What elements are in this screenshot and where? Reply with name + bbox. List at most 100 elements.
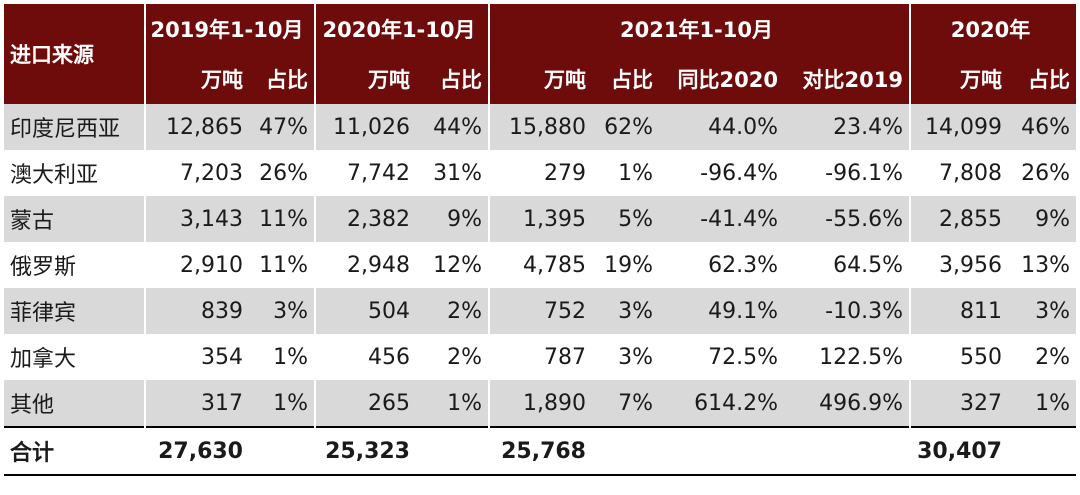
header-unit-tons: 万吨 [315,54,416,104]
row-name: 菲律宾 [4,288,146,334]
cell-share: 13% [1021,252,1071,278]
cell-vs2019: 122.5% [784,334,911,380]
table-row: 俄罗斯 2,910 11% 2,948 12% 4,785 19% 62.3% … [4,242,1076,288]
cell-vs2019: 64.5% [784,242,911,288]
cell-share: 26% [249,150,316,196]
cell-value: 550 [960,344,1002,370]
table-row: 菲律宾 839 3% 504 2% 752 3% 49.1% -10.3% 81… [4,288,1077,334]
cell-value: 15,880 [489,104,592,150]
cell-share: 5% [592,196,659,242]
header-unit-tons: 万吨 [910,54,1008,104]
total-2020-full: 30,407 [910,426,1008,476]
cell-value: 456 [368,344,410,370]
cell-vs2019: -10.3% [784,288,911,334]
header-unit-yoy: 同比2020 [659,54,784,104]
cell-value: 327 [910,380,1008,427]
row-name: 蒙古 [4,196,146,242]
cell-yoy: 72.5% [708,344,778,370]
header-group-2020: 2020年1-10月 [315,4,490,54]
cell-value: 811 [910,288,1008,334]
total-empty [659,426,784,476]
cell-vs2019: 23.4% [784,104,911,150]
header-unit-share: 占比 [592,54,659,104]
cell-value: 317 [145,380,249,427]
cell-value: 12,865 [145,104,249,150]
cell-share: 47% [249,104,316,150]
cell-yoy: -96.4% [700,160,778,186]
table-row: 蒙古 3,143 11% 2,382 9% 1,395 5% -41.4% -5… [4,196,1077,242]
header-source: 进口来源 [4,4,146,104]
cell-value: 1,395 [489,196,592,242]
cell-share: 1% [249,380,316,427]
cell-share: 31% [416,150,490,196]
header-unit-tons: 万吨 [145,54,249,104]
total-empty [249,426,315,476]
cell-vs2019: -96.1% [784,150,911,196]
cell-share: 26% [1021,160,1071,186]
cell-share: 9% [416,196,490,242]
header-group-2021: 2021年1-10月 [489,4,911,54]
row-name: 俄罗斯 [4,242,146,288]
cell-vs2019: 496.9% [784,380,911,427]
total-empty [784,426,910,476]
table-row: 印度尼西亚 12,865 47% 11,026 44% 15,880 62% 4… [4,104,1077,150]
cell-value: 2,910 [180,252,243,278]
cell-value: 265 [315,380,416,427]
header-unit-share: 占比 [416,54,490,104]
cell-value: 3,956 [939,252,1002,278]
cell-share: 12% [416,242,490,288]
cell-share: 44% [416,104,490,150]
cell-value: 279 [544,160,586,186]
cell-yoy: 614.2% [659,380,784,427]
table-row: 澳大利亚 7,203 26% 7,742 31% 279 1% -96.4% -… [4,150,1076,196]
cell-share: 1% [618,160,653,186]
header-unit-share: 占比 [249,54,316,104]
cell-share: 7% [592,380,659,427]
header-unit-share: 占比 [1008,54,1077,104]
total-empty [1008,426,1077,476]
total-row: 合计 27,630 25,323 25,768 30,407 [4,426,1077,476]
total-empty [416,426,489,476]
cell-value: 504 [315,288,416,334]
row-name: 澳大利亚 [4,150,146,196]
cell-value: 787 [544,344,586,370]
cell-value: 3,143 [145,196,249,242]
cell-yoy: 62.3% [708,252,778,278]
total-2020: 25,323 [315,426,416,476]
header-unit-vs2019: 对比2019 [784,54,911,104]
cell-share: 9% [1008,196,1077,242]
cell-value: 4,785 [523,252,586,278]
row-name: 其他 [4,380,146,427]
cell-share: 3% [592,288,659,334]
cell-value: 14,099 [910,104,1008,150]
cell-share: 3% [249,288,316,334]
cell-share: 11% [249,196,316,242]
row-name: 加拿大 [4,334,146,380]
coal-import-table: 进口来源 2019年1-10月 2020年1-10月 2021年1-10月 20… [4,4,1077,476]
total-label: 合计 [4,426,145,476]
cell-share: 2% [416,288,490,334]
total-empty [592,426,659,476]
cell-value: 752 [489,288,592,334]
cell-value: 7,203 [180,160,243,186]
cell-share: 19% [604,252,653,278]
total-2019: 27,630 [145,426,249,476]
cell-value: 2,855 [910,196,1008,242]
cell-value: 7,808 [939,160,1002,186]
cell-share: 11% [249,242,316,288]
cell-yoy: 49.1% [659,288,784,334]
cell-value: 2,948 [347,252,410,278]
cell-share: 1% [1008,380,1077,427]
cell-value: 2,382 [315,196,416,242]
header-group-2019: 2019年1-10月 [145,4,316,54]
cell-value: 1,890 [489,380,592,427]
table-row: 加拿大 354 1% 456 2% 787 3% 72.5% 122.5% 55… [4,334,1076,380]
total-2021: 25,768 [489,426,592,476]
cell-share: 46% [1008,104,1077,150]
cell-vs2019: -55.6% [784,196,911,242]
header-unit-tons: 万吨 [489,54,592,104]
cell-value: 839 [145,288,249,334]
row-name: 印度尼西亚 [4,104,146,150]
cell-value: 7,742 [347,160,410,186]
cell-share: 1% [416,380,490,427]
